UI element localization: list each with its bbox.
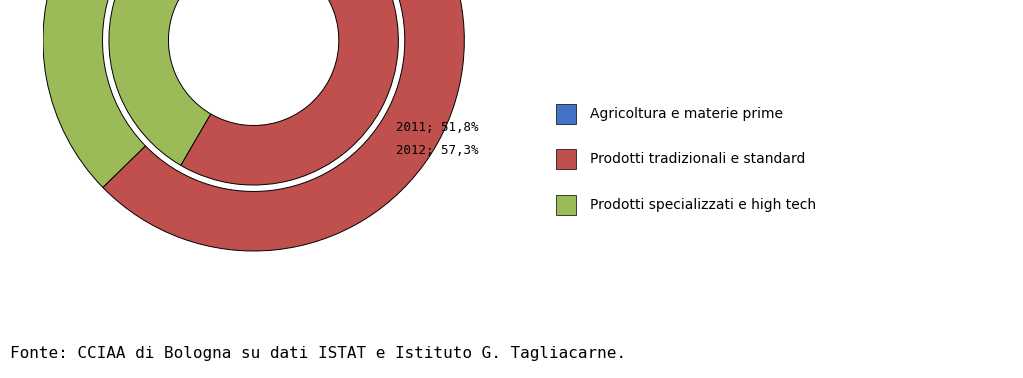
Bar [555, 195, 576, 215]
Wedge shape [181, 0, 398, 185]
Text: Prodotti specializzati e high tech: Prodotti specializzati e high tech [590, 198, 816, 212]
Text: Agricoltura e materie prime: Agricoltura e materie prime [590, 107, 783, 121]
Text: Prodotti tradizionali e standard: Prodotti tradizionali e standard [590, 152, 805, 166]
Wedge shape [43, 0, 254, 187]
Wedge shape [108, 0, 254, 165]
Wedge shape [102, 0, 464, 251]
Text: 2012; 57,3%: 2012; 57,3% [396, 144, 478, 157]
Bar [555, 149, 576, 169]
Text: 2011; 51,8%: 2011; 51,8% [396, 121, 478, 134]
Bar [555, 104, 576, 124]
Text: Fonte: CCIAA di Bologna su dati ISTAT e Istituto G. Tagliacarne.: Fonte: CCIAA di Bologna su dati ISTAT e … [10, 346, 626, 361]
